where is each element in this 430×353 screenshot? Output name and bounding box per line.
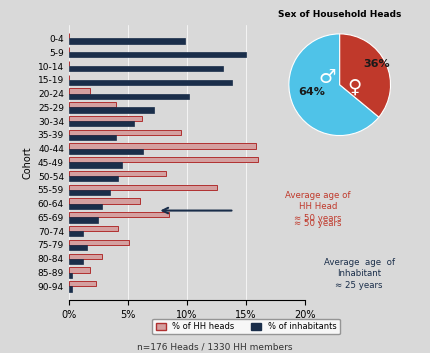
Y-axis label: Cohort: Cohort xyxy=(22,146,32,179)
Title: Sex of Household Heads: Sex of Household Heads xyxy=(278,10,401,19)
Bar xyxy=(69,121,134,126)
Bar xyxy=(69,88,90,94)
Bar xyxy=(69,107,154,113)
Bar xyxy=(69,130,181,135)
Bar xyxy=(69,52,246,58)
Text: ♂: ♂ xyxy=(318,67,336,86)
Bar xyxy=(69,185,217,190)
Bar xyxy=(69,80,232,85)
Bar xyxy=(69,102,116,107)
Bar xyxy=(69,38,185,44)
Bar xyxy=(69,162,122,168)
Bar xyxy=(69,116,142,121)
Bar xyxy=(69,204,102,209)
Bar xyxy=(69,273,72,278)
Bar xyxy=(69,135,116,140)
Text: Average  age  of
Inhabitant
≈ 25 years: Average age of Inhabitant ≈ 25 years xyxy=(323,258,395,290)
Bar xyxy=(69,286,72,292)
Bar xyxy=(69,240,129,245)
Bar xyxy=(69,94,190,99)
Text: 64%: 64% xyxy=(298,87,325,97)
Text: 36%: 36% xyxy=(363,59,390,69)
Bar xyxy=(69,231,83,237)
Wedge shape xyxy=(340,34,390,117)
Bar xyxy=(69,253,102,259)
Bar xyxy=(69,66,223,71)
Bar xyxy=(69,226,119,231)
Text: Average age of
HH Head
≈ 50 years: Average age of HH Head ≈ 50 years xyxy=(286,191,351,223)
Bar xyxy=(69,190,110,195)
Bar xyxy=(69,149,143,154)
Bar xyxy=(69,259,83,264)
Wedge shape xyxy=(289,34,379,136)
Text: ≈ 50 years: ≈ 50 years xyxy=(295,219,342,228)
Bar xyxy=(69,176,119,181)
Bar xyxy=(69,143,256,149)
Bar xyxy=(69,198,140,204)
Bar xyxy=(69,171,166,176)
Bar xyxy=(69,267,90,273)
Bar xyxy=(69,281,96,286)
Bar xyxy=(69,212,169,217)
Bar xyxy=(69,245,86,250)
Text: n=176 Heads / 1330 HH members: n=176 Heads / 1330 HH members xyxy=(137,342,293,352)
Text: ♀: ♀ xyxy=(348,78,362,97)
Bar xyxy=(69,157,258,162)
Legend: % of HH heads, % of inhabitants: % of HH heads, % of inhabitants xyxy=(152,319,340,334)
Bar xyxy=(69,217,98,223)
